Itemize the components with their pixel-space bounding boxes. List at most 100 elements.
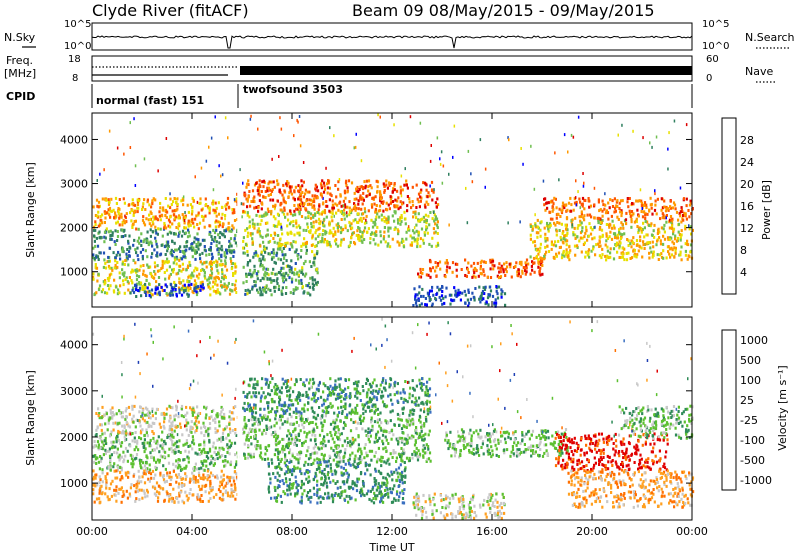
scatter-cell bbox=[210, 235, 213, 239]
scatter-cell bbox=[164, 442, 167, 446]
scatter-cell bbox=[432, 227, 435, 231]
scatter-cell bbox=[119, 470, 122, 474]
scatter-cell bbox=[433, 219, 436, 223]
scatter-cell bbox=[242, 181, 244, 185]
scatter-cell bbox=[390, 182, 393, 185]
scatter-cell bbox=[179, 465, 182, 469]
scatter-cell bbox=[199, 288, 202, 292]
scatter-cell bbox=[348, 220, 351, 224]
scatter-cell bbox=[383, 230, 386, 234]
scatter-cell bbox=[257, 227, 260, 231]
scatter-cell bbox=[582, 172, 584, 175]
scatter-cell bbox=[288, 451, 291, 455]
scatter-cell bbox=[156, 269, 160, 273]
scatter-cell bbox=[212, 408, 215, 412]
scatter-cell bbox=[562, 237, 565, 240]
scatter-cell bbox=[171, 209, 174, 213]
scatter-cell bbox=[643, 203, 646, 207]
scatter-cell bbox=[522, 162, 524, 166]
scatter-cell bbox=[605, 232, 608, 236]
scatter-cell bbox=[311, 205, 314, 209]
scatter-cell bbox=[637, 230, 640, 234]
scatter-cell bbox=[343, 189, 346, 193]
scatter-cell bbox=[187, 496, 190, 500]
scatter-cell bbox=[177, 271, 180, 275]
scatter-cell bbox=[298, 439, 301, 442]
scatter-cell bbox=[100, 428, 103, 432]
scatter-cell bbox=[242, 265, 245, 269]
scatter-cell bbox=[408, 417, 411, 421]
scatter-cell bbox=[118, 487, 121, 491]
scatter-cell bbox=[688, 224, 690, 228]
scatter-cell bbox=[277, 458, 280, 461]
scatter-cell bbox=[156, 232, 159, 236]
scatter-cell bbox=[368, 193, 371, 197]
scatter-cell bbox=[645, 233, 648, 237]
scatter-cell bbox=[202, 424, 206, 428]
scatter-cell bbox=[101, 432, 104, 436]
scatter-cell bbox=[605, 209, 608, 213]
scatter-cell bbox=[216, 290, 219, 294]
scatter-cell bbox=[284, 201, 287, 205]
scatter-cell bbox=[286, 180, 289, 183]
scatter-cell bbox=[169, 225, 172, 229]
scatter-cell bbox=[138, 282, 141, 286]
scatter-cell bbox=[145, 237, 148, 241]
scatter-cell bbox=[264, 432, 268, 435]
scatter-cell bbox=[205, 413, 208, 417]
scatter-cell bbox=[322, 423, 325, 427]
scatter-cell bbox=[107, 198, 110, 202]
scatter-cell bbox=[339, 419, 342, 423]
scatter-cell bbox=[179, 451, 182, 454]
scatter-cell bbox=[148, 213, 151, 217]
scatter-cell bbox=[387, 457, 390, 461]
scatter-cell bbox=[147, 265, 150, 269]
scatter-cell bbox=[587, 248, 591, 252]
scatter-cell bbox=[427, 447, 430, 451]
scatter-cell bbox=[233, 482, 236, 486]
scatter-cell bbox=[400, 216, 403, 220]
scatter-cell bbox=[221, 285, 224, 289]
scatter-cell bbox=[504, 303, 507, 307]
scatter-cell bbox=[156, 439, 159, 443]
scatter-cell bbox=[640, 201, 643, 205]
scatter-cell bbox=[257, 254, 260, 258]
scatter-cell bbox=[415, 446, 418, 450]
scatter-cell bbox=[206, 478, 209, 482]
scatter-cell bbox=[310, 222, 313, 225]
scatter-cell bbox=[131, 226, 134, 229]
scatter-cell bbox=[191, 440, 194, 444]
scatter-cell bbox=[152, 436, 155, 440]
scatter-cell bbox=[160, 438, 163, 442]
scatter-cell bbox=[407, 225, 410, 229]
scatter-cell bbox=[214, 282, 217, 286]
scatter-cell bbox=[137, 481, 140, 485]
scatter-cell bbox=[342, 199, 345, 203]
scatter-cell bbox=[165, 137, 168, 140]
scatter-cell bbox=[360, 235, 363, 239]
scatter-cell bbox=[482, 297, 485, 301]
scatter-cell bbox=[663, 215, 667, 219]
scatter-cell bbox=[295, 272, 298, 276]
scatter-cell bbox=[262, 255, 265, 259]
scatter-cell bbox=[425, 200, 428, 204]
scatter-cell bbox=[297, 224, 301, 228]
scatter-cell bbox=[97, 443, 100, 447]
scatter-cell bbox=[252, 197, 255, 201]
scatter-cell bbox=[280, 273, 283, 277]
scatter-cell bbox=[143, 157, 146, 161]
scatter-cell bbox=[93, 475, 96, 479]
scatter-cell bbox=[464, 258, 467, 262]
scatter-cell bbox=[260, 207, 263, 211]
scatter-cell bbox=[529, 225, 532, 228]
scatter-cell bbox=[334, 451, 337, 455]
scatter-cell bbox=[265, 212, 268, 216]
scatter-cell bbox=[431, 188, 434, 192]
scatter-cell bbox=[300, 249, 303, 252]
scatter-cell bbox=[155, 231, 158, 235]
scatter-cell bbox=[255, 213, 258, 217]
scatter-cell bbox=[393, 182, 396, 185]
scatter-cell bbox=[231, 224, 234, 228]
scatter-cell bbox=[106, 291, 109, 295]
scatter-cell bbox=[309, 276, 312, 280]
